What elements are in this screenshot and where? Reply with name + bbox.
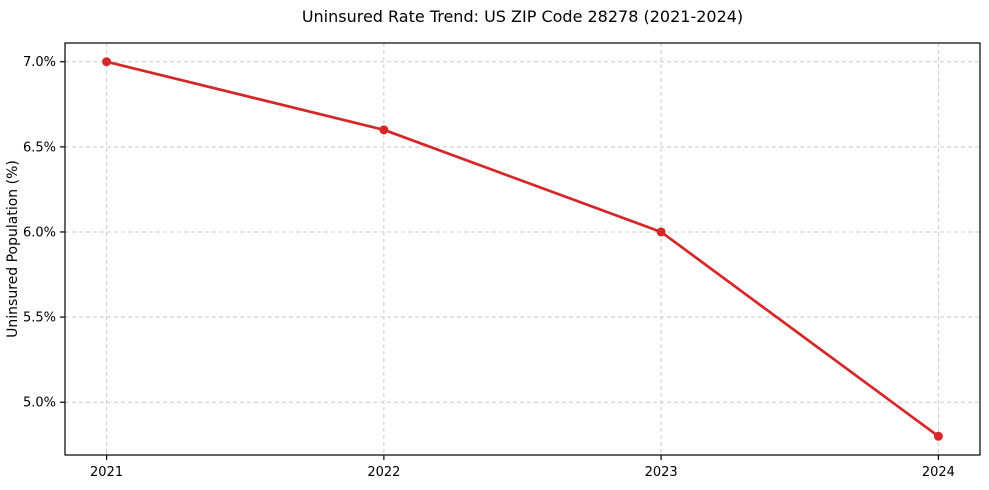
data-point	[933, 431, 943, 441]
x-tick-label: 2021	[90, 465, 123, 480]
x-tick-label: 2024	[922, 465, 955, 480]
chart-title: Uninsured Rate Trend: US ZIP Code 28278 …	[301, 7, 744, 26]
trend-line	[105, 60, 940, 438]
y-tick-label: 5.5%	[23, 311, 56, 326]
y-tick-label: 6.5%	[23, 140, 56, 155]
plot-frame	[64, 42, 981, 456]
data-point	[379, 125, 389, 135]
x-tick-label: 2022	[367, 465, 400, 480]
x-tick-label: 2023	[645, 465, 678, 480]
y-tick-label: 6.0%	[23, 225, 56, 240]
y-tick-label: 7.0%	[23, 55, 56, 70]
data-point	[656, 227, 666, 237]
data-point	[102, 57, 112, 67]
y-tick-label: 5.0%	[23, 396, 56, 411]
